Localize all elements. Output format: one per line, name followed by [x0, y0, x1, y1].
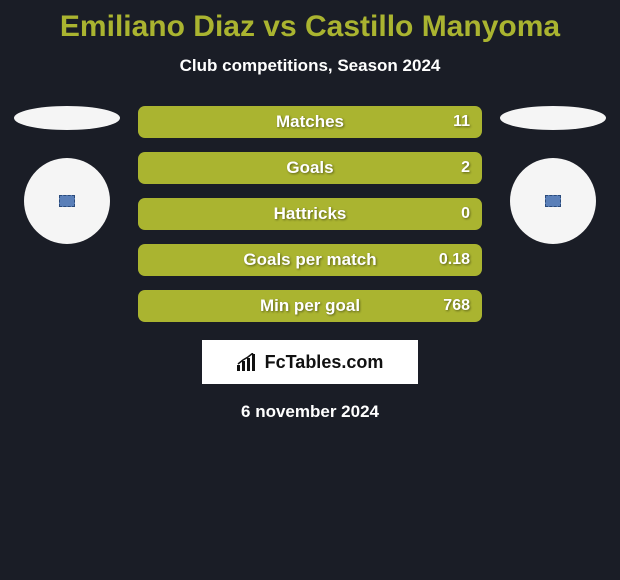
player-right-ellipse: [500, 106, 606, 130]
stat-label: Matches: [276, 112, 344, 132]
stat-bar-min-per-goal: Min per goal 768: [138, 290, 482, 322]
footer-date: 6 november 2024: [0, 402, 620, 422]
placeholder-flag-icon: [545, 195, 561, 207]
main-row: Matches 11 Goals 2 Hattricks 0 Goals per…: [0, 106, 620, 322]
stat-value: 2: [461, 159, 470, 177]
player-left-ellipse: [14, 106, 120, 130]
brand-logo-text: FcTables.com: [265, 352, 384, 373]
player-left-badge: [24, 158, 110, 244]
player-right-column: [500, 106, 606, 244]
stat-label: Min per goal: [260, 296, 360, 316]
stat-value: 0: [461, 205, 470, 223]
stat-bar-goals-per-match: Goals per match 0.18: [138, 244, 482, 276]
stat-label: Hattricks: [274, 204, 347, 224]
stat-bar-hattricks: Hattricks 0: [138, 198, 482, 230]
player-right-badge: [510, 158, 596, 244]
stat-label: Goals: [286, 158, 333, 178]
page-title: Emiliano Diaz vs Castillo Manyoma: [0, 10, 620, 44]
player-left-column: [14, 106, 120, 244]
stat-bar-matches: Matches 11: [138, 106, 482, 138]
stat-label: Goals per match: [243, 250, 376, 270]
stat-value: 0.18: [439, 251, 470, 269]
stat-bar-goals: Goals 2: [138, 152, 482, 184]
brand-logo-box: FcTables.com: [202, 340, 418, 384]
stat-value: 768: [443, 297, 470, 315]
page-subtitle: Club competitions, Season 2024: [0, 56, 620, 76]
placeholder-flag-icon: [59, 195, 75, 207]
stat-value: 11: [453, 113, 470, 131]
infographic-container: Emiliano Diaz vs Castillo Manyoma Club c…: [0, 0, 620, 422]
stats-column: Matches 11 Goals 2 Hattricks 0 Goals per…: [138, 106, 482, 322]
fctables-chart-icon: [237, 353, 259, 371]
